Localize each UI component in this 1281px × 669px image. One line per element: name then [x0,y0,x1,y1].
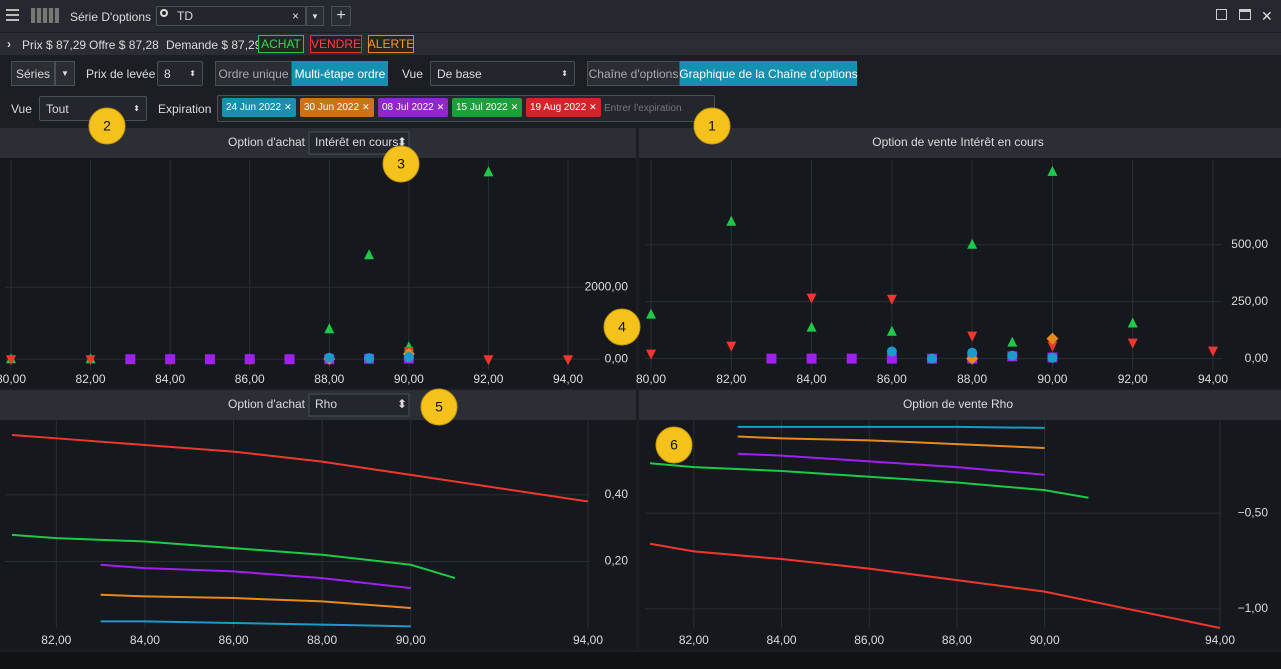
expiration-chip[interactable]: 24 Jun 2022 ✕ [222,98,296,117]
expand-icon[interactable]: › [7,37,11,51]
expiration-chip[interactable]: 19 Aug 2022 ✕ [526,98,601,117]
strike-label: Prix de levée [86,67,155,81]
chip-remove[interactable]: ✕ [284,102,292,113]
maximize-icon[interactable] [1239,9,1251,20]
view-label: Vue [402,67,423,81]
ask: Demande $ 87,29 [166,38,261,52]
panel-header [0,128,636,158]
chip-label: 15 Jul 2022 [456,102,508,113]
chip-remove[interactable]: ✕ [437,102,445,113]
sell-button[interactable]: VENDRE [310,35,362,53]
strike-select[interactable]: 8⬍ [157,61,203,86]
plot-area [639,420,1281,650]
add-tab[interactable]: + [331,6,351,26]
expiration-chip[interactable]: 15 Jul 2022 ✕ [452,98,522,117]
chip-label: 19 Aug 2022 [530,102,586,113]
chip-remove[interactable]: ✕ [589,102,597,113]
filter-view-label: Vue [11,102,32,116]
popout-icon[interactable] [1216,9,1227,20]
search-icon [160,9,168,17]
series-button[interactable]: Séries [11,61,55,86]
chip-remove[interactable]: ✕ [511,102,519,113]
panel-header [639,128,1281,158]
chip-label: 08 Jul 2022 [382,102,434,113]
plot-area [0,420,636,650]
bid: Offre $ 87,28 [89,38,159,52]
search-dropdown[interactable]: ▼ [306,6,324,26]
search-text: TD [177,9,193,23]
multi-order[interactable]: Multi-étape ordre [292,61,388,86]
panel-header [639,390,1281,420]
single-order[interactable]: Ordre unique [215,61,292,86]
view-value: De base [437,67,482,81]
price: Prix $ 87,29 [22,38,86,52]
panel-header [0,390,636,420]
plot-area [639,158,1281,388]
window-title: Série D'options [70,10,151,24]
chain-tab[interactable]: Chaîne d'options [587,61,680,86]
expiration-chip[interactable]: 30 Jun 2022 ✕ [300,98,374,117]
status-bar [0,652,1281,669]
chain-chart-tab[interactable]: Graphique de la Chaîne d'options [680,61,857,86]
close-icon[interactable]: ✕ [1261,8,1273,25]
alert-button[interactable]: ALERTE [368,35,414,53]
menu-icon[interactable] [6,9,19,21]
chip-label: 30 Jun 2022 [304,102,359,113]
view-select[interactable]: De base⬍ [430,61,575,86]
series-dropdown[interactable]: ▼ [55,61,75,86]
filter-view-select[interactable]: Tout⬍ [39,96,147,121]
strike-value: 8 [164,67,171,81]
expiration-placeholder: Entrer l'expiration [604,103,682,114]
plot-area [0,158,636,388]
chip-remove[interactable]: ✕ [362,102,370,113]
buy-button[interactable]: ACHAT [258,35,304,53]
grip-icon [31,8,59,23]
expiration-chip[interactable]: 08 Jul 2022 ✕ [378,98,448,117]
chip-label: 24 Jun 2022 [226,102,281,113]
expiration-label: Expiration [158,102,211,116]
filter-view-value: Tout [46,102,69,116]
symbol-search[interactable]: TD× [156,6,306,26]
